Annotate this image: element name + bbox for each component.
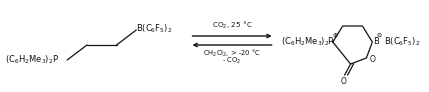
Text: $\oplus$: $\oplus$ [332,31,339,39]
Text: (C$_6$H$_2$Me$_3$)$_2$P: (C$_6$H$_2$Me$_3$)$_2$P [5,54,59,66]
Text: (C$_6$H$_2$Me$_3$)$_2$: (C$_6$H$_2$Me$_3$)$_2$ [281,36,330,48]
Text: O: O [369,54,375,63]
Text: $\ominus$: $\ominus$ [376,31,383,39]
Text: B(C$_6$F$_5$)$_2$: B(C$_6$F$_5$)$_2$ [384,36,420,48]
Text: B: B [373,38,379,46]
Text: P: P [327,38,332,46]
Text: B(C$_6$F$_5$)$_2$: B(C$_6$F$_5$)$_2$ [136,23,172,35]
Text: - CO$_2$: - CO$_2$ [223,56,242,66]
Text: CO$_2$, 25 °C: CO$_2$, 25 °C [212,20,252,31]
Text: CH$_2$Cl$_2$, > -20 °C: CH$_2$Cl$_2$, > -20 °C [203,48,261,59]
Text: O: O [341,77,347,86]
